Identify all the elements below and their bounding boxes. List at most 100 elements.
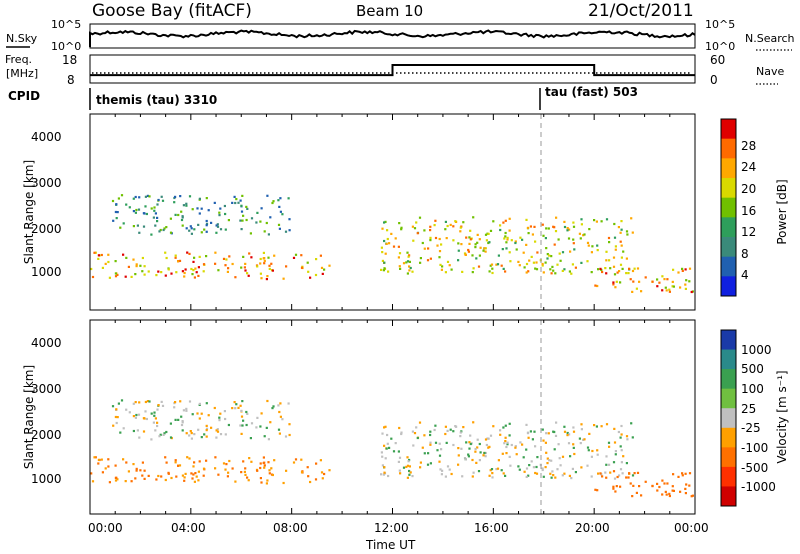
scatter-cell — [108, 276, 111, 279]
scatter-cell — [115, 217, 118, 220]
scatter-cell — [210, 426, 213, 429]
scatter-cell — [429, 433, 432, 437]
scatter-cell — [188, 195, 192, 198]
scatter-cell — [638, 280, 641, 283]
scatter-cell — [328, 264, 331, 267]
scatter-cell — [446, 224, 449, 228]
scatter-cell — [616, 271, 619, 274]
noise-left-label: N.Sky — [6, 32, 38, 45]
scatter-cell — [635, 287, 638, 290]
scatter-cell — [144, 400, 147, 404]
scatter-cell — [381, 455, 384, 458]
scatter-cell — [156, 408, 159, 411]
scatter-cell — [202, 270, 205, 273]
scatter-cell — [526, 431, 530, 434]
scatter-cell — [427, 452, 430, 455]
scatter-cell — [550, 255, 553, 258]
scatter-cell — [411, 430, 414, 433]
scatter-cell — [468, 447, 471, 450]
scatter-cell — [248, 252, 251, 255]
scatter-cell — [323, 472, 326, 476]
scatter-cell — [141, 474, 144, 477]
scatter-cell — [132, 258, 135, 261]
scatter-cell — [143, 417, 146, 420]
scatter-cell — [607, 236, 611, 240]
scatter-cell — [186, 251, 189, 254]
scatter-cell — [188, 434, 191, 437]
scatter-cell — [143, 477, 146, 480]
scatter-cell — [244, 269, 247, 272]
scatter-cell — [596, 489, 599, 492]
scatter-cell — [527, 474, 530, 477]
scatter-cell — [613, 477, 617, 480]
scatter-cell — [315, 462, 318, 465]
scatter-cell — [217, 269, 220, 272]
scatter-cell — [219, 228, 223, 231]
power-colorbar: 28 24 20 16 12 8 4 Power [dB] — [720, 118, 789, 297]
noise-right-tick-bottom: 10^0 — [705, 40, 735, 53]
scatter-cell — [612, 461, 616, 464]
scatter-cell — [173, 406, 176, 409]
scatter-cell — [256, 211, 259, 214]
velocity-ticks — [89, 320, 696, 514]
scatter-cell — [619, 436, 622, 439]
scatter-cell — [165, 461, 168, 464]
scatter-cell — [550, 476, 553, 479]
velocity-panel: Slant Range [km] 4000 3000 2000 1000 00:… — [22, 319, 709, 552]
scatter-cell — [636, 471, 640, 474]
scatter-cell — [134, 195, 137, 199]
scatter-cell — [115, 421, 118, 425]
scatter-cell — [388, 242, 391, 245]
scatter-cell — [192, 260, 195, 263]
scatter-cell — [250, 217, 254, 220]
scatter-cell — [134, 401, 137, 404]
xlabel: Time UT — [365, 538, 416, 552]
scatter-cell — [536, 251, 539, 254]
scatter-cell — [107, 260, 110, 264]
scatter-cell — [467, 250, 470, 253]
scatter-cell — [563, 268, 566, 271]
scatter-cell — [490, 468, 494, 471]
scatter-cell — [553, 448, 556, 451]
scatter-cell — [605, 455, 608, 458]
scatter-cell — [234, 480, 237, 483]
scatter-cell — [407, 460, 410, 463]
scatter-cell — [528, 464, 531, 467]
scatter-cell — [198, 255, 201, 258]
scatter-cell — [193, 228, 196, 231]
scatter-cell — [546, 253, 549, 256]
scatter-cell — [620, 228, 623, 231]
scatter-cell — [237, 201, 240, 204]
scatter-cell — [150, 412, 153, 415]
scatter-cell — [631, 290, 634, 293]
scatter-cell — [120, 399, 124, 402]
scatter-cell — [449, 428, 452, 431]
scatter-cell — [525, 475, 528, 478]
scatter-cell — [294, 253, 298, 256]
scatter-cell — [499, 224, 502, 227]
scatter-cell — [262, 251, 265, 254]
cpid-panel: CPID themis (tau) 3310 tau (fast) 503 — [8, 85, 638, 110]
scatter-cell — [644, 480, 647, 483]
scatter-cell — [612, 487, 615, 490]
scatter-cell — [590, 271, 593, 274]
scatter-cell — [457, 249, 460, 252]
scatter-cell — [508, 455, 511, 458]
scatter-cell — [459, 431, 462, 434]
scatter-cell — [282, 481, 285, 485]
scatter-cell — [615, 485, 618, 488]
scatter-cell — [196, 412, 199, 415]
scatter-cell — [408, 473, 411, 476]
scatter-cell — [544, 237, 547, 240]
scatter-cell — [202, 474, 205, 477]
scatter-cell — [685, 279, 688, 282]
velocity-colorbar: 1000 500 100 25 -25 -100 -500 -1000 Velo… — [720, 329, 789, 507]
scatter-cell — [205, 255, 208, 258]
vel-cbar-25: 25 — [741, 402, 756, 416]
scatter-cell — [155, 478, 158, 481]
velocity-ylabel: Slant Range [km] — [22, 365, 36, 469]
scatter-cell — [619, 468, 623, 471]
scatter-cell — [138, 196, 141, 199]
scatter-cell — [567, 237, 571, 240]
scatter-cell — [184, 268, 187, 271]
